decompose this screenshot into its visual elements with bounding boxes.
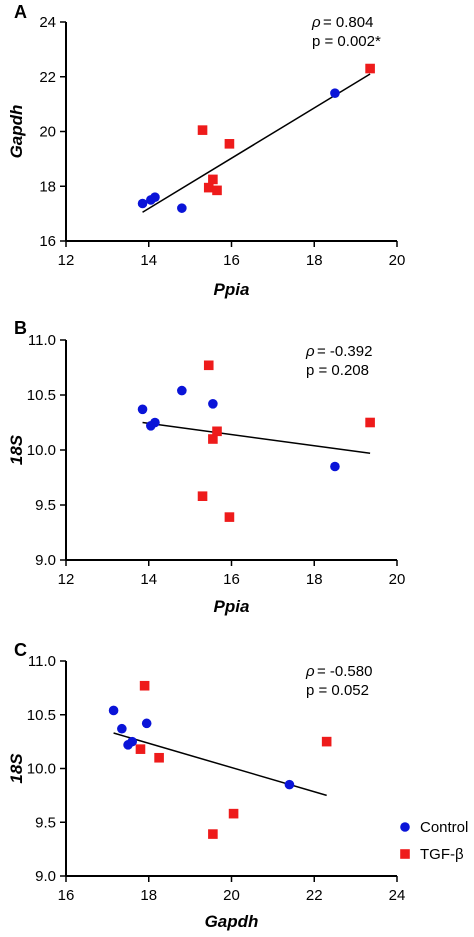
regression-line	[113, 732, 327, 797]
control-point	[137, 404, 148, 415]
control-point	[150, 417, 160, 428]
y-axis-title: 18S	[7, 753, 26, 784]
y-tick-label: 11.0	[28, 653, 56, 670]
tgf-point	[365, 417, 375, 428]
control-point	[117, 723, 127, 734]
x-tick-label: 14	[140, 252, 157, 269]
x-tick-label: 12	[58, 252, 75, 269]
tgf-point	[203, 182, 214, 193]
rho-symbol: ρ	[311, 14, 321, 31]
panel-label: A	[14, 2, 27, 22]
tgf-point	[212, 426, 222, 437]
regression-line	[142, 421, 371, 455]
control-point	[108, 705, 119, 716]
x-tick-label: 20	[389, 571, 406, 588]
y-tick-label: 10.5	[27, 387, 56, 404]
rho-symbol: ρ	[305, 663, 315, 680]
legend-tgf-marker	[400, 849, 410, 859]
x-tick-label: 20	[389, 252, 406, 269]
tgf-point	[203, 360, 214, 371]
y-tick-label: 9.0	[35, 868, 56, 885]
tgf-point	[154, 752, 164, 763]
x-axis-title: Gapdh	[205, 912, 259, 931]
x-axis-title: Ppia	[214, 280, 250, 299]
tgf-point	[208, 434, 218, 444]
tgf-point	[212, 185, 222, 196]
y-axis-title: 18S	[7, 434, 26, 465]
tgf-point	[321, 736, 332, 747]
legend-label: TGF-β	[420, 846, 464, 863]
p-value: p = 0.208	[306, 362, 369, 379]
x-tick-label: 16	[223, 571, 240, 588]
panel-a: A 12 14 16 18 20 16 18 20 22 24 Ppia Gapdh ρ = 0.804 p …	[7, 2, 405, 299]
tgf-point	[197, 491, 208, 501]
tgf-point	[197, 125, 208, 135]
tgf-point	[208, 829, 218, 839]
control-point	[127, 736, 137, 747]
rho-value: = 0.804	[323, 14, 373, 31]
x-tick-label: 18	[140, 887, 157, 904]
control-point	[177, 385, 187, 396]
control-point	[177, 203, 187, 213]
y-tick-label: 24	[39, 14, 56, 31]
tgf-point	[365, 63, 375, 74]
legend-control-marker	[400, 822, 410, 832]
y-tick-label: 22	[39, 69, 56, 86]
legend-label: Control	[420, 819, 468, 836]
control-point	[208, 399, 218, 409]
y-tick-label: 20	[39, 124, 56, 141]
x-tick-label: 22	[306, 887, 323, 904]
panel-b: B 12 14 16 18 20 9.0 9.5 10.0 10.5 11.0 Ppia 18S ρ = -…	[7, 318, 405, 616]
p-value: p = 0.002*	[312, 33, 381, 50]
y-tick-label: 10.0	[27, 442, 56, 459]
tgf-point	[135, 744, 146, 754]
tgf-point	[208, 174, 218, 185]
y-tick-label: 10.0	[27, 761, 56, 778]
legend: Control TGF-β	[400, 819, 468, 863]
x-tick-label: 20	[223, 887, 240, 904]
control-point	[330, 461, 340, 472]
y-axis-title: Gapdh	[7, 105, 26, 159]
x-tick-label: 16	[58, 887, 75, 904]
p-value: p = 0.052	[306, 682, 369, 699]
x-tick-label: 18	[306, 571, 323, 588]
y-tick-label: 11.0	[28, 332, 56, 349]
tgf-point	[224, 512, 235, 522]
control-point	[141, 718, 152, 729]
tgf-point	[228, 808, 239, 819]
panel-label: C	[14, 640, 27, 660]
x-axis-title: Ppia	[214, 597, 250, 616]
tgf-point	[139, 680, 150, 691]
y-tick-label: 10.5	[27, 707, 56, 724]
rho-symbol: ρ	[305, 343, 315, 360]
y-tick-label: 9.5	[35, 814, 56, 831]
control-point	[137, 198, 148, 209]
x-tick-label: 12	[58, 571, 75, 588]
rho-value: = -0.580	[317, 663, 372, 680]
y-tick-label: 9.0	[35, 552, 56, 569]
tgf-point	[224, 139, 235, 149]
control-point	[330, 88, 340, 98]
x-tick-label: 16	[223, 252, 240, 269]
x-tick-label: 18	[306, 252, 323, 269]
y-tick-label: 18	[39, 178, 56, 195]
rho-value: = -0.392	[317, 343, 372, 360]
x-tick-label: 24	[389, 887, 406, 904]
control-point	[284, 779, 295, 790]
panel-label: B	[14, 318, 27, 338]
x-tick-label: 14	[140, 571, 157, 588]
panel-c: C 16 18 20 22 24 9.0 9.5 10.0 10.5 11.0 Gapdh 18S ρ = …	[7, 640, 405, 931]
y-tick-label: 9.5	[35, 497, 56, 514]
y-tick-label: 16	[39, 233, 56, 250]
control-point	[150, 192, 160, 202]
